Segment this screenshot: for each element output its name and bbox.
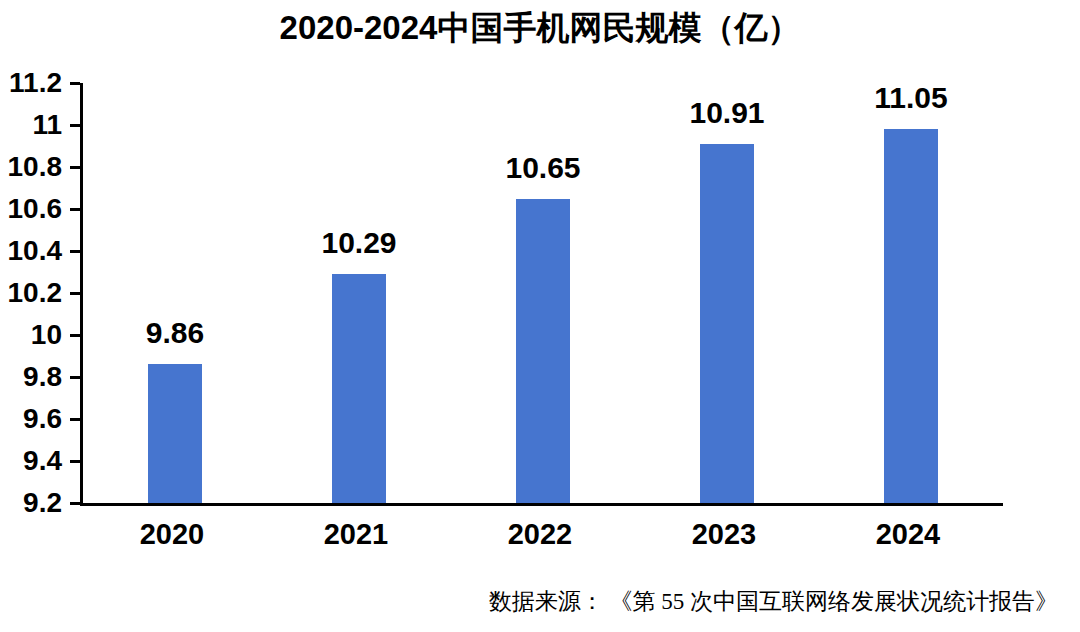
- bar-group: 10.65: [451, 83, 635, 503]
- y-axis-tick: [70, 292, 80, 295]
- y-axis-label: 9.6: [23, 405, 62, 433]
- y-axis-label: 9.2: [23, 489, 62, 517]
- y-axis-tick: [70, 208, 80, 211]
- x-axis-label: 2022: [448, 518, 632, 551]
- y-axis-tick: [70, 334, 80, 337]
- y-axis-labels: 11.21110.810.610.410.2109.89.69.49.2: [0, 83, 62, 503]
- y-axis-tick: [70, 502, 80, 505]
- y-axis-label: 10.2: [8, 279, 63, 307]
- y-axis-tick: [70, 250, 80, 253]
- y-axis-label: 10.4: [8, 237, 63, 265]
- y-axis-label: 11.2: [9, 69, 62, 97]
- bar-value-label: 9.86: [146, 318, 204, 348]
- y-axis-tick: [70, 124, 80, 127]
- y-axis-label: 10.8: [8, 153, 63, 181]
- chart-figure: 2020-2024中国手机网民规模（亿） 11.2 11 10.8 10.6 10.4 1…: [0, 0, 1080, 632]
- y-axis-label: 11: [32, 111, 62, 139]
- x-axis-labels: 20202021202220232024: [80, 518, 1000, 551]
- y-axis-label: 10: [31, 321, 62, 349]
- bar: [516, 199, 570, 504]
- x-axis-label: 2023: [632, 518, 816, 551]
- y-axis-tick: [70, 376, 80, 379]
- source-note: 数据来源： 《第 55 次中国互联网络发展状况统计报告》: [489, 586, 1058, 617]
- bar: [884, 129, 938, 503]
- plot-area: 9.86 10.29 10.65 10.91 11.05: [80, 83, 1003, 506]
- y-axis-label: 10.6: [8, 195, 63, 223]
- x-axis-label: 2021: [264, 518, 448, 551]
- x-axis-label: 2024: [816, 518, 1000, 551]
- bar: [148, 364, 202, 503]
- x-axis-label: 2020: [80, 518, 264, 551]
- y-axis-label: 9.8: [23, 363, 62, 391]
- y-axis-tick: [70, 82, 80, 85]
- chart-title: 2020-2024中国手机网民规模（亿）: [0, 6, 1080, 51]
- bar: [700, 144, 754, 503]
- bar-value-label: 10.29: [321, 228, 396, 258]
- bar-group: 10.91: [635, 83, 819, 503]
- y-axis-tick: [70, 460, 80, 463]
- y-axis-label: 9.4: [23, 447, 62, 475]
- bar-group: 9.86: [83, 83, 267, 503]
- bar-value-label: 10.91: [689, 98, 764, 128]
- bar-value-label: 11.05: [874, 83, 947, 113]
- y-axis-tick: [70, 418, 80, 421]
- bar: [332, 274, 386, 503]
- bar-group: 11.05: [819, 83, 1003, 503]
- bar-value-label: 10.65: [505, 153, 580, 183]
- y-axis-tick: [70, 166, 80, 169]
- bar-group: 10.29: [267, 83, 451, 503]
